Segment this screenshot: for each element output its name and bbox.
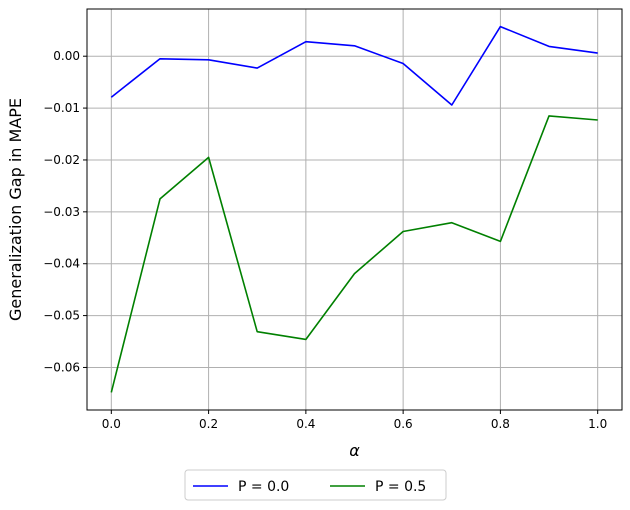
x-tick-label: 0.6 [394, 417, 413, 431]
y-tick-label: −0.04 [43, 257, 80, 271]
y-tick-label: 0.00 [53, 49, 80, 63]
series-line-0 [110, 25, 598, 106]
legend-label: P = 0.5 [375, 479, 426, 495]
plot-frame [86, 8, 623, 411]
y-tick-label: −0.06 [43, 360, 80, 374]
legend-box [184, 469, 447, 501]
series-lines [110, 25, 598, 393]
x-axis-label: α [349, 441, 360, 460]
grid-lines [87, 9, 622, 410]
y-tick-label: −0.01 [43, 101, 80, 115]
y-tick-label: −0.02 [43, 153, 80, 167]
y-ticks: 0.00 −0.01 −0.02 −0.03 −0.04 −0.05 −0.06 [43, 49, 87, 374]
x-tick-label: 0.4 [296, 417, 315, 431]
series-line-1 [110, 115, 598, 393]
y-tick-label: −0.05 [43, 309, 80, 323]
x-tick-label: 0.0 [102, 417, 121, 431]
legend-label: P = 0.0 [238, 479, 289, 495]
x-ticks: 0.0 0.2 0.4 0.6 0.8 1.0 [102, 410, 607, 431]
x-tick-label: 0.8 [491, 417, 510, 431]
y-axis-label: Generalization Gap in MAPE [6, 98, 25, 321]
x-tick-label: 0.2 [199, 417, 218, 431]
legend: P = 0.0 P = 0.5 [184, 469, 447, 501]
y-tick-label: −0.03 [43, 205, 80, 219]
x-tick-label: 1.0 [588, 417, 607, 431]
